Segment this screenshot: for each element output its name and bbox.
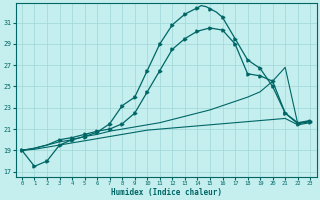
X-axis label: Humidex (Indice chaleur): Humidex (Indice chaleur) [111,188,221,197]
